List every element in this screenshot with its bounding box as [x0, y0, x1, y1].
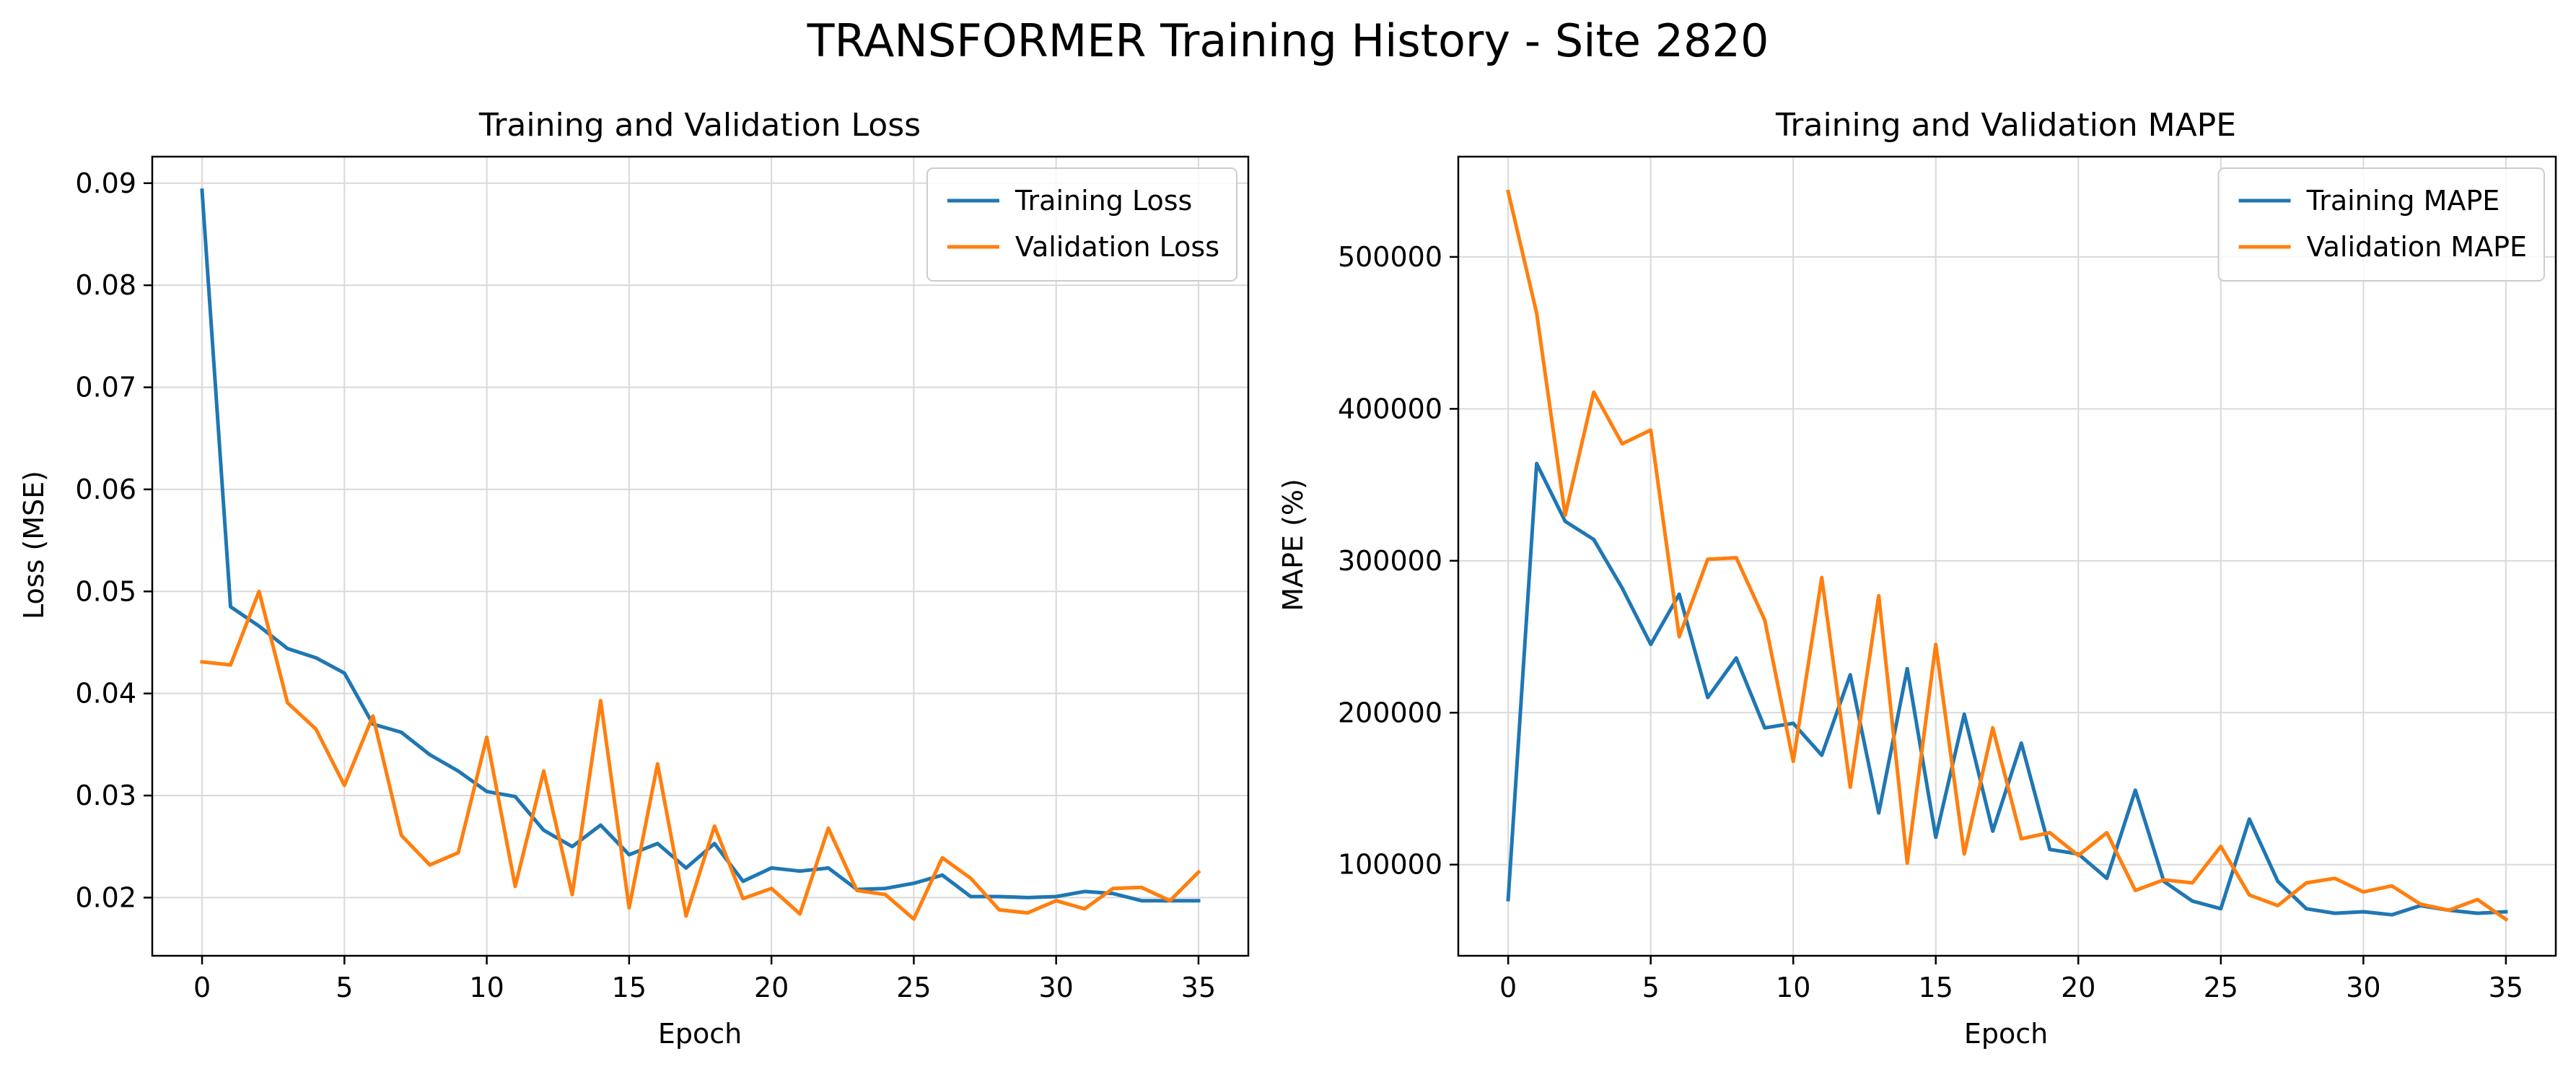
mape-x-tick-label: 10 — [1776, 972, 1810, 1003]
loss-y-tick-label: 0.05 — [75, 575, 136, 607]
loss-y-axis-label: Loss (MSE) — [18, 471, 50, 619]
loss-y-tick-label: 0.04 — [75, 678, 136, 710]
mape-legend-label: Training MAPE — [2306, 185, 2500, 217]
mape-x-tick-label: 30 — [2346, 972, 2380, 1003]
loss-legend: Training Loss Validation Loss — [926, 167, 1237, 282]
loss-series-line-training — [200, 188, 1201, 903]
loss-y-tick-label: 0.02 — [75, 881, 136, 913]
loss-x-tick-label: 35 — [1181, 972, 1216, 1003]
mape-x-tick-label: 5 — [1642, 972, 1660, 1003]
loss-chart: Training and Validation Loss Epoch Loss … — [18, 107, 1250, 1050]
loss-x-tick-label: 5 — [336, 972, 353, 1003]
mape-y-tick-label: 100000 — [1338, 849, 1442, 881]
loss-y-tick-label: 0.08 — [75, 269, 136, 301]
loss-x-tick-label: 25 — [896, 972, 931, 1003]
loss-x-tick-label: 0 — [193, 972, 211, 1003]
figure-title: TRANSFORMER Training History - Site 2820 — [807, 14, 1769, 67]
loss-x-axis-label: Epoch — [658, 1018, 742, 1050]
mape-x-axis-label: Epoch — [1964, 1018, 2048, 1050]
mape-x-tick-label: 35 — [2489, 972, 2523, 1003]
loss-series-line-validation — [200, 589, 1201, 921]
mape-y-tick-label: 300000 — [1338, 545, 1442, 577]
mape-x-tick-label: 25 — [2204, 972, 2238, 1003]
mape-x-tick-label: 0 — [1499, 972, 1517, 1003]
mape-legend-box — [2217, 167, 2545, 282]
mape-y-tick-label: 400000 — [1338, 393, 1442, 424]
mape-x-tick-label: 15 — [1919, 972, 1953, 1003]
mape-axes-frame — [1457, 155, 2557, 957]
loss-legend-label: Validation Loss — [1015, 231, 1219, 263]
mape-y-tick-label: 200000 — [1338, 697, 1442, 728]
loss-chart-title: Training and Validation Loss — [478, 107, 921, 144]
loss-axes-frame — [151, 155, 1250, 957]
loss-x-tick-label: 20 — [754, 972, 789, 1003]
loss-x-tick-label: 10 — [469, 972, 504, 1003]
mape-chart-title: Training and Validation MAPE — [1775, 107, 2236, 144]
mape-x-tick-label: 20 — [2061, 972, 2095, 1003]
loss-y-tick-label: 0.03 — [75, 780, 136, 811]
mape-y-tick-label: 500000 — [1338, 241, 1442, 273]
mape-series-line-training — [1506, 461, 2508, 917]
mape-series-line-validation — [1506, 189, 2509, 922]
loss-legend-label: Training Loss — [1015, 185, 1192, 217]
loss-legend-box — [926, 167, 1237, 282]
loss-x-tick-label: 30 — [1039, 972, 1074, 1003]
loss-y-tick-label: 0.09 — [75, 167, 136, 199]
mape-legend-label: Validation MAPE — [2307, 231, 2527, 263]
mape-chart: Training and Validation MAPE Epoch MAPE … — [1277, 107, 2557, 1050]
mape-y-axis-label: MAPE (%) — [1277, 479, 1309, 611]
loss-y-tick-label: 0.07 — [75, 372, 136, 404]
loss-y-tick-label: 0.06 — [75, 474, 136, 505]
mape-legend: Training MAPE Validation MAPE — [2217, 167, 2545, 282]
loss-x-tick-label: 15 — [612, 972, 647, 1003]
